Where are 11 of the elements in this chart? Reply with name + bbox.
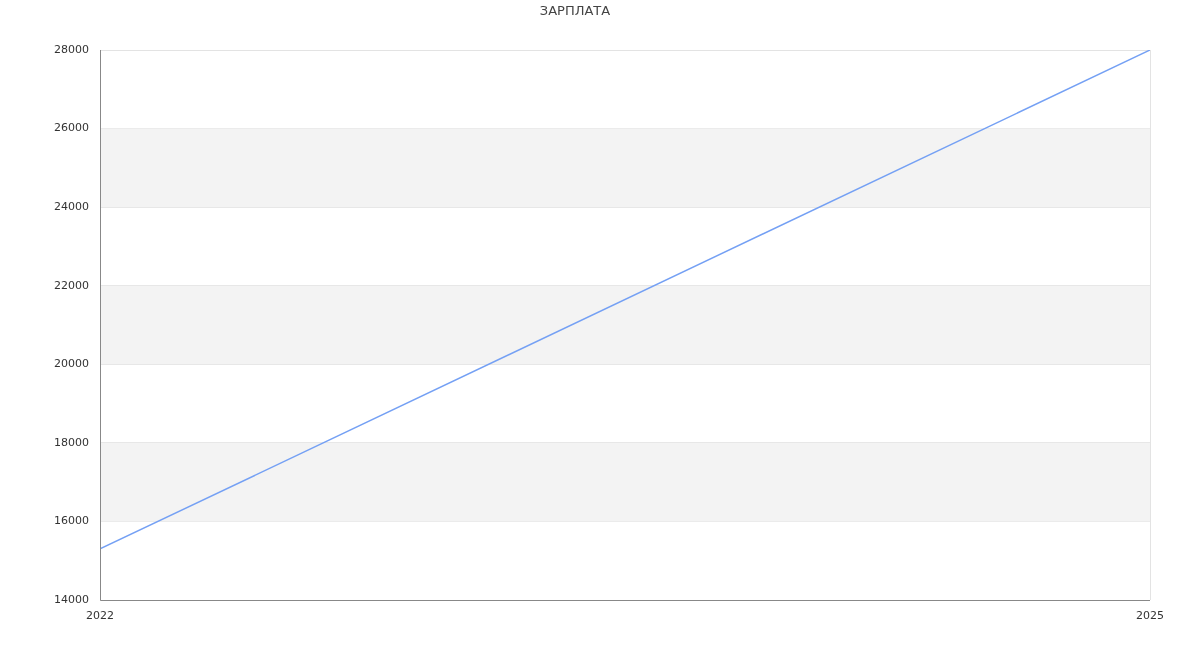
y-tick-label: 22000 <box>54 278 89 292</box>
y-tick-label: 18000 <box>54 435 89 449</box>
y-tick-label: 20000 <box>54 357 89 371</box>
y-tick-label: 16000 <box>54 514 89 528</box>
x-tick-label: 2025 <box>1136 609 1164 623</box>
y-tick-label: 26000 <box>54 121 89 135</box>
y-tick-label: 14000 <box>54 592 89 606</box>
y-tick-label: 24000 <box>54 200 89 213</box>
chart-title: ЗАРПЛАТА <box>539 3 611 19</box>
y-tick-label: 28000 <box>54 42 89 56</box>
x-tick-label: 2022 <box>86 609 114 623</box>
